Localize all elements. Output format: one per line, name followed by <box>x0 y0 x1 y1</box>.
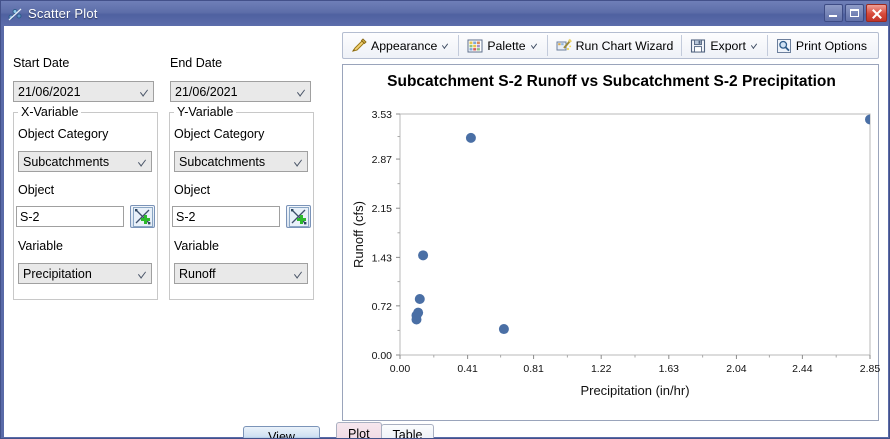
window-title: Scatter Plot <box>28 6 98 21</box>
y-object-value: S-2 <box>176 209 196 224</box>
y-variable-label: Variable <box>174 239 219 253</box>
chevron-down-icon <box>293 82 310 101</box>
chevron-down-icon <box>290 152 307 171</box>
run-chart-wizard-label: Run Chart Wizard <box>575 38 674 53</box>
chevron-down-icon <box>751 42 759 50</box>
palette-label: Palette <box>487 38 526 53</box>
svg-text:0.41: 0.41 <box>457 363 478 375</box>
x-add-object-icon[interactable] <box>130 205 155 228</box>
svg-text:Runoff (cfs): Runoff (cfs) <box>351 201 366 268</box>
y-object-input[interactable]: S-2 <box>172 206 280 227</box>
appearance-button[interactable]: Appearance <box>346 34 455 57</box>
window-titlebar[interactable]: Scatter Plot <box>1 1 889 26</box>
chart-container[interactable]: Subcatchment S-2 Runoff vs Subcatchment … <box>342 64 880 421</box>
svg-text:2.44: 2.44 <box>792 363 813 375</box>
end-date-label: End Date <box>170 56 223 70</box>
y-add-object-icon[interactable] <box>286 205 311 228</box>
y-object-label: Object <box>174 183 211 197</box>
x-variable-combo[interactable]: Precipitation <box>18 263 152 284</box>
scatter-plot-icon <box>7 6 23 22</box>
tab-plot[interactable]: Plot <box>336 422 382 439</box>
end-date-value: 21/06/2021 <box>175 84 238 99</box>
print-preview-icon <box>776 38 792 54</box>
start-date-value: 21/06/2021 <box>18 84 81 99</box>
print-options-button[interactable]: Print Options <box>771 34 872 57</box>
tab-table[interactable]: Table <box>380 424 435 439</box>
x-variable-value: Precipitation <box>23 266 92 281</box>
svg-text:1.43: 1.43 <box>372 252 393 264</box>
x-object-category-value: Subcatchments <box>23 154 110 169</box>
x-variable-label: Variable <box>18 239 63 253</box>
chevron-down-icon <box>442 42 450 50</box>
chevron-down-icon <box>290 264 307 283</box>
start-date-label: Start Date <box>13 56 70 70</box>
toolbar-separator <box>766 35 768 56</box>
save-disk-icon <box>690 38 706 54</box>
tab-table-label: Table <box>392 428 423 439</box>
svg-text:0.00: 0.00 <box>372 350 393 362</box>
svg-text:2.04: 2.04 <box>726 363 747 375</box>
tab-plot-label: Plot <box>348 427 370 439</box>
y-object-category-value: Subcatchments <box>179 154 266 169</box>
svg-text:3.53: 3.53 <box>372 109 393 121</box>
window-controls <box>824 4 887 22</box>
view-button[interactable]: View <box>243 426 320 438</box>
dialog-client-area: Start Date 21/06/2021 End Date 21/06/202… <box>4 26 888 439</box>
y-variable-group <box>169 112 314 300</box>
toolbar-separator <box>546 35 548 56</box>
x-object-label: Object <box>18 183 55 197</box>
close-icon[interactable] <box>866 4 887 22</box>
chart-view-tabs: Plot Table <box>336 421 881 439</box>
variable-selection-panel: Start Date 21/06/2021 End Date 21/06/202… <box>4 26 331 438</box>
palette-button[interactable]: Palette <box>462 34 543 57</box>
svg-text:0.72: 0.72 <box>372 301 393 313</box>
run-chart-wizard-button[interactable]: Run Chart Wizard <box>551 34 679 57</box>
chevron-down-icon <box>136 82 153 101</box>
svg-text:2.87: 2.87 <box>372 154 393 166</box>
chart-title: Subcatchment S-2 Runoff vs Subcatchment … <box>387 73 836 90</box>
magic-wand-icon <box>556 38 572 54</box>
y-variable-value: Runoff <box>179 266 216 281</box>
x-variable-group <box>13 112 158 300</box>
y-variable-group-title: Y-Variable <box>174 105 237 119</box>
paint-brush-icon <box>351 37 367 54</box>
chart-panel: Appearance <box>334 26 883 439</box>
print-options-label: Print Options <box>795 38 867 53</box>
color-grid-icon <box>467 38 483 54</box>
chevron-down-icon <box>134 152 151 171</box>
toolbar-separator <box>681 35 683 56</box>
svg-text:1.22: 1.22 <box>591 363 612 375</box>
chart-toolbar: Appearance <box>342 32 879 59</box>
y-variable-combo[interactable]: Runoff <box>174 263 308 284</box>
svg-text:2.15: 2.15 <box>372 203 393 215</box>
svg-text:0.00: 0.00 <box>390 363 411 375</box>
export-button[interactable]: Export <box>685 34 764 57</box>
scatter-plot-svg: 0.00 0.72 1.43 2.15 2.87 3.53 0.00 0.41 0.81 1.22… <box>351 109 880 398</box>
chevron-down-icon <box>531 42 539 50</box>
minimize-button[interactable] <box>824 4 843 22</box>
start-date-combo[interactable]: 21/06/2021 <box>13 81 154 102</box>
x-object-input[interactable]: S-2 <box>16 206 124 227</box>
chevron-down-icon <box>134 264 151 283</box>
export-label: Export <box>710 38 746 53</box>
maximize-button[interactable] <box>845 4 864 22</box>
x-object-value: S-2 <box>20 209 40 224</box>
x-variable-group-title: X-Variable <box>18 105 82 119</box>
x-object-category-label: Object Category <box>18 127 109 141</box>
y-object-category-combo[interactable]: Subcatchments <box>174 151 308 172</box>
svg-text:1.63: 1.63 <box>659 363 680 375</box>
x-object-category-combo[interactable]: Subcatchments <box>18 151 152 172</box>
appearance-label: Appearance <box>371 38 438 53</box>
toolbar-separator <box>458 35 460 56</box>
y-object-category-label: Object Category <box>174 127 265 141</box>
svg-text:0.81: 0.81 <box>523 363 544 375</box>
svg-text:Precipitation (in/hr): Precipitation (in/hr) <box>580 383 689 398</box>
end-date-combo[interactable]: 21/06/2021 <box>170 81 311 102</box>
svg-text:2.85: 2.85 <box>860 363 880 375</box>
